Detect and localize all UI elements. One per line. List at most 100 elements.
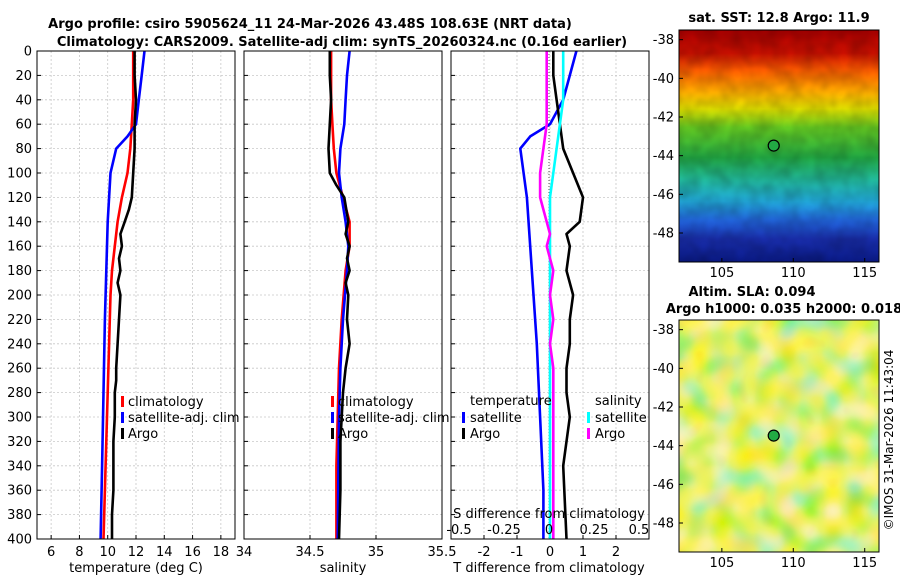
y-tick-label: 280 bbox=[7, 386, 32, 401]
s-diff-tick-label: 0.5 bbox=[629, 523, 650, 538]
map-y-tick-label: -46 bbox=[653, 478, 674, 493]
x-tick-label: 35 bbox=[368, 545, 385, 560]
legend-swatch-s-satellite bbox=[587, 412, 590, 423]
temperature-panel: 6 8 10 12 14 16 18 0 20 40 60 80 100 120 140 160 180 200… bbox=[7, 45, 239, 577]
map-y-tick-label: -40 bbox=[653, 72, 674, 87]
imos-watermark: ©IMOS 31-Mar-2026 11:43:04 bbox=[882, 350, 896, 531]
sst-map-title: sat. SST: 12.8 Argo: 11.9 bbox=[688, 11, 869, 26]
salinity-axes-frame bbox=[243, 50, 443, 540]
x-tick-label: -1 bbox=[511, 545, 524, 560]
salinity-panel: 34 34.5 35 35.5 salinity climatology satell… bbox=[236, 50, 457, 576]
y-tick-label: 100 bbox=[7, 167, 32, 182]
map-y-tick-label: -40 bbox=[653, 362, 674, 377]
temperature-xticks: 6 8 10 12 14 16 18 bbox=[47, 545, 229, 560]
temperature-grid bbox=[37, 50, 235, 540]
map-x-tick-label: 115 bbox=[852, 556, 877, 571]
sla-map-frame bbox=[678, 319, 880, 553]
salinity-legend: climatology satellite-adj. clim Argo bbox=[331, 395, 450, 442]
s-diff-tick-label: -0.25 bbox=[487, 523, 521, 538]
y-tick-label: 180 bbox=[7, 264, 32, 279]
map-y-tick-label: -38 bbox=[653, 323, 674, 338]
series-s-argo bbox=[538, 51, 555, 539]
legend-label-argo: Argo bbox=[128, 427, 158, 442]
temperature-xlabel: temperature (deg C) bbox=[69, 561, 203, 576]
x-tick-label: 10 bbox=[99, 545, 116, 560]
series-climatology bbox=[102, 51, 135, 540]
legend-label-satellite: satellite-adj. clim bbox=[338, 411, 450, 426]
legend-header-salinity: salinity bbox=[595, 394, 642, 409]
series-argo bbox=[110, 51, 138, 539]
sla-argo-location-marker bbox=[767, 429, 780, 442]
map-x-tick-label: 110 bbox=[781, 556, 806, 571]
y-tick-label: 320 bbox=[7, 435, 32, 450]
x-tick-label: 14 bbox=[156, 545, 173, 560]
y-tick-label: 400 bbox=[7, 533, 32, 548]
map-y-tick-label: -38 bbox=[653, 33, 674, 48]
y-tick-label: 260 bbox=[7, 362, 32, 377]
sst-map-yticks: -38 -40 -42 -44 -46 -48 bbox=[653, 33, 683, 242]
x-tick-label: 12 bbox=[128, 545, 145, 560]
y-tick-label: 240 bbox=[7, 337, 32, 352]
y-tick-label: 360 bbox=[7, 484, 32, 499]
map-x-tick-label: 110 bbox=[781, 266, 806, 281]
x-tick-label: 0 bbox=[546, 545, 554, 560]
legend-swatch-s-argo bbox=[587, 428, 590, 439]
map-x-tick-label: 105 bbox=[709, 266, 734, 281]
map-y-tick-label: -42 bbox=[653, 401, 674, 416]
y-tick-label: 0 bbox=[24, 45, 32, 60]
x-tick-label: -2 bbox=[478, 545, 491, 560]
x-tick-label: 8 bbox=[75, 545, 83, 560]
map-y-tick-label: -44 bbox=[653, 149, 674, 164]
legend-swatch-climatology bbox=[331, 396, 334, 407]
series-satellite-adj-clim bbox=[336, 50, 351, 540]
map-y-tick-label: -44 bbox=[653, 439, 674, 454]
x-tick-label: 18 bbox=[213, 545, 230, 560]
difference-series bbox=[518, 50, 585, 540]
difference-panel: -2 -1 0 1 2 T difference from climatology S … bbox=[446, 50, 650, 576]
s-diff-tick-label: 0 bbox=[545, 523, 553, 538]
temperature-axes-frame bbox=[36, 50, 236, 540]
sla-map-panel: Altim. SLA: 0.094 Argo h1000: 0.035 h200… bbox=[653, 285, 900, 571]
legend-swatch-climatology bbox=[121, 396, 124, 407]
map-y-tick-label: -48 bbox=[653, 517, 674, 532]
legend-swatch-satellite bbox=[121, 412, 124, 423]
legend-swatch-argo bbox=[331, 428, 334, 439]
difference-xticks: -2 -1 0 1 2 bbox=[478, 545, 621, 560]
legend-label-s-argo: Argo bbox=[595, 427, 625, 442]
difference-xlabel: T difference from climatology bbox=[452, 561, 645, 576]
y-tick-label: 200 bbox=[7, 289, 32, 304]
x-tick-label: 16 bbox=[184, 545, 201, 560]
y-tick-label: 140 bbox=[7, 215, 32, 230]
series-t-satellite bbox=[518, 50, 578, 539]
x-tick-label: 2 bbox=[612, 545, 620, 560]
salinity-xticks: 34 34.5 35 35.5 bbox=[236, 545, 457, 560]
map-x-tick-label: 115 bbox=[852, 266, 877, 281]
sla-map-yticks: -38 -40 -42 -44 -46 -48 bbox=[653, 323, 683, 532]
legend-swatch-t-argo bbox=[462, 428, 465, 439]
legend-header-temperature: temperature bbox=[470, 394, 552, 409]
s-diff-tick-label: 0.25 bbox=[580, 523, 609, 538]
y-tick-label: 160 bbox=[7, 240, 32, 255]
sst-map-xticks: 105 110 115 bbox=[709, 258, 877, 281]
y-tick-label: 380 bbox=[7, 508, 32, 523]
s-diff-tick-label: -0.5 bbox=[446, 523, 471, 538]
series-satellite-adj-clim bbox=[99, 50, 146, 540]
s-difference-ticks: -0.5 -0.25 0 0.25 0.5 bbox=[446, 523, 649, 538]
sst-map-panel: sat. SST: 12.8 Argo: 11.9 105 110 115 -38 -… bbox=[653, 11, 880, 281]
legend-label-satellite: satellite-adj. clim bbox=[128, 411, 240, 426]
x-tick-label: 35.5 bbox=[428, 545, 457, 560]
series-argo bbox=[327, 51, 351, 540]
temperature-legend: climatology satellite-adj. clim Argo bbox=[121, 395, 240, 442]
sla-map-xticks: 105 110 115 bbox=[709, 548, 877, 571]
s-difference-label: S difference from climatology bbox=[453, 507, 645, 522]
legend-label-climatology: climatology bbox=[338, 395, 414, 410]
sst-map-frame bbox=[678, 29, 880, 263]
y-tick-label: 80 bbox=[15, 142, 32, 157]
x-tick-label: 6 bbox=[47, 545, 55, 560]
sla-map-title-line2: Argo h1000: 0.035 h2000: 0.018 bbox=[666, 302, 900, 317]
y-tick-label: 120 bbox=[7, 191, 32, 206]
legend-swatch-satellite bbox=[331, 412, 334, 423]
temperature-series bbox=[99, 50, 146, 540]
y-tick-label: 300 bbox=[7, 411, 32, 426]
